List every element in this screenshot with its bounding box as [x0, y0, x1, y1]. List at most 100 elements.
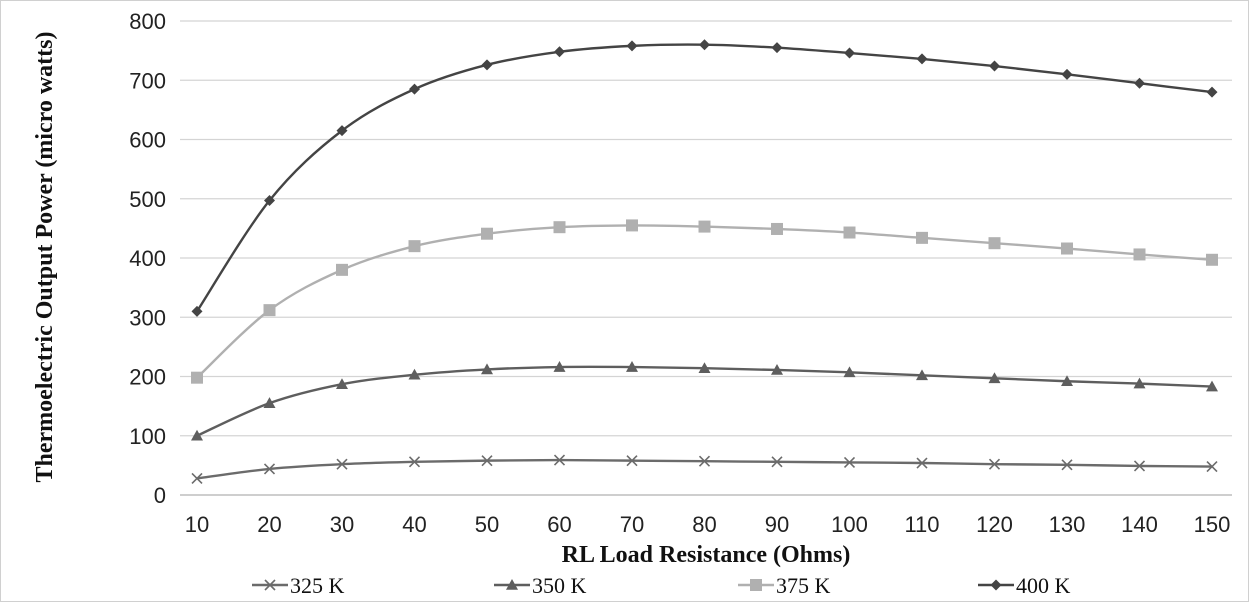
data-point: [264, 195, 275, 207]
data-point: [553, 454, 566, 466]
data-point: [1133, 460, 1146, 472]
x-tick-label: 80: [692, 512, 716, 537]
data-point: [1061, 242, 1073, 255]
data-point: [408, 240, 421, 253]
x-tick-label: 140: [1121, 512, 1158, 537]
data-point: [843, 226, 856, 239]
data-point: [336, 263, 348, 276]
y-axis-title: Thermoelectric Output Power (micro watts…: [32, 32, 58, 483]
data-point: [263, 397, 276, 408]
marker-stroke: [1206, 460, 1218, 473]
legend-label: 375 K: [776, 573, 831, 598]
data-point: [771, 42, 783, 54]
data-point: [626, 455, 638, 467]
marker-stroke: [698, 455, 711, 467]
data-point: [1061, 375, 1073, 387]
data-point: [916, 231, 928, 244]
x-tick-label: 130: [1049, 512, 1086, 537]
data-point: [481, 363, 493, 375]
data-point: [1061, 68, 1073, 80]
x-tick-label: 20: [257, 512, 281, 537]
marker-stroke: [191, 472, 203, 484]
legend-item-375-k: 375 K: [738, 573, 831, 598]
data-point: [1206, 460, 1218, 473]
data-point: [699, 39, 710, 51]
legend-item-400-k: 400 K: [978, 573, 1071, 598]
x-tick-label: 120: [976, 512, 1013, 537]
y-tick-label: 800: [129, 9, 166, 34]
marker-stroke: [771, 456, 783, 468]
data-point: [263, 304, 276, 317]
legend-label: 350 K: [532, 573, 587, 598]
data-point: [916, 457, 928, 469]
data-point: [1133, 248, 1146, 261]
data-point: [554, 46, 565, 58]
marker-stroke: [1133, 460, 1146, 472]
x-tick-label: 90: [765, 512, 789, 537]
series-group: [191, 39, 1218, 484]
y-tick-label: 300: [129, 305, 166, 330]
data-point: [988, 458, 1001, 470]
data-point: [626, 40, 638, 52]
series-350-k: [191, 361, 1218, 441]
data-point: [698, 220, 711, 233]
marker-stroke: [264, 579, 276, 591]
x-tick-label: 100: [831, 512, 868, 537]
data-point: [191, 305, 203, 317]
data-point: [626, 219, 638, 232]
data-point: [771, 222, 783, 235]
data-point: [336, 458, 348, 470]
legend-marker: [264, 579, 276, 591]
data-point: [988, 372, 1001, 384]
data-point: [844, 47, 855, 59]
data-point: [771, 363, 783, 375]
marker-stroke: [916, 457, 928, 469]
legend-item-350-k: 350 K: [494, 573, 587, 598]
legend-item-325-k: 325 K: [252, 573, 345, 598]
marker-stroke: [1061, 459, 1073, 471]
x-tick-label: 110: [904, 512, 939, 537]
legend-marker: [750, 579, 762, 591]
x-tick-label: 10: [185, 512, 209, 537]
data-point: [1206, 86, 1218, 98]
data-point: [698, 362, 711, 374]
data-point: [916, 53, 928, 65]
x-tick-label: 70: [620, 512, 644, 537]
marker-stroke: [626, 455, 638, 467]
y-tick-label: 700: [129, 68, 166, 93]
data-point: [553, 221, 566, 234]
marker-stroke: [553, 454, 566, 466]
series-325-k: [191, 454, 1218, 484]
data-point: [771, 456, 783, 468]
data-point: [698, 455, 711, 467]
data-point: [481, 227, 493, 240]
data-point: [988, 237, 1001, 250]
y-tick-label: 200: [129, 365, 166, 390]
data-point: [843, 456, 856, 468]
marker-stroke: [336, 458, 348, 470]
y-tick-label: 500: [129, 187, 166, 212]
legend-label: 325 K: [290, 573, 345, 598]
y-tick-label: 600: [129, 128, 166, 153]
y-tick-label: 100: [129, 424, 166, 449]
data-point: [1206, 380, 1218, 392]
x-tick-label: 60: [547, 512, 571, 537]
data-point: [481, 455, 493, 467]
marker-stroke: [988, 458, 1001, 470]
legend-marker: [506, 579, 518, 590]
x-axis-title: RL Load Resistance (Ohms): [562, 542, 851, 568]
data-point: [989, 60, 1000, 72]
y-tick-label: 0: [154, 483, 166, 508]
axes: 0 100 200 300 400 500 600 700 800 10 20 30 40 50 60 70 8…: [129, 9, 1232, 537]
data-point: [1206, 253, 1218, 266]
x-tick-label: 150: [1194, 512, 1231, 537]
data-point: [1134, 77, 1145, 89]
series-400-k: [191, 39, 1218, 317]
data-point: [409, 83, 420, 95]
data-point: [336, 378, 348, 390]
x-tick-label: 30: [330, 512, 354, 537]
legend-label: 400 K: [1016, 573, 1071, 598]
marker-stroke: [481, 455, 493, 467]
